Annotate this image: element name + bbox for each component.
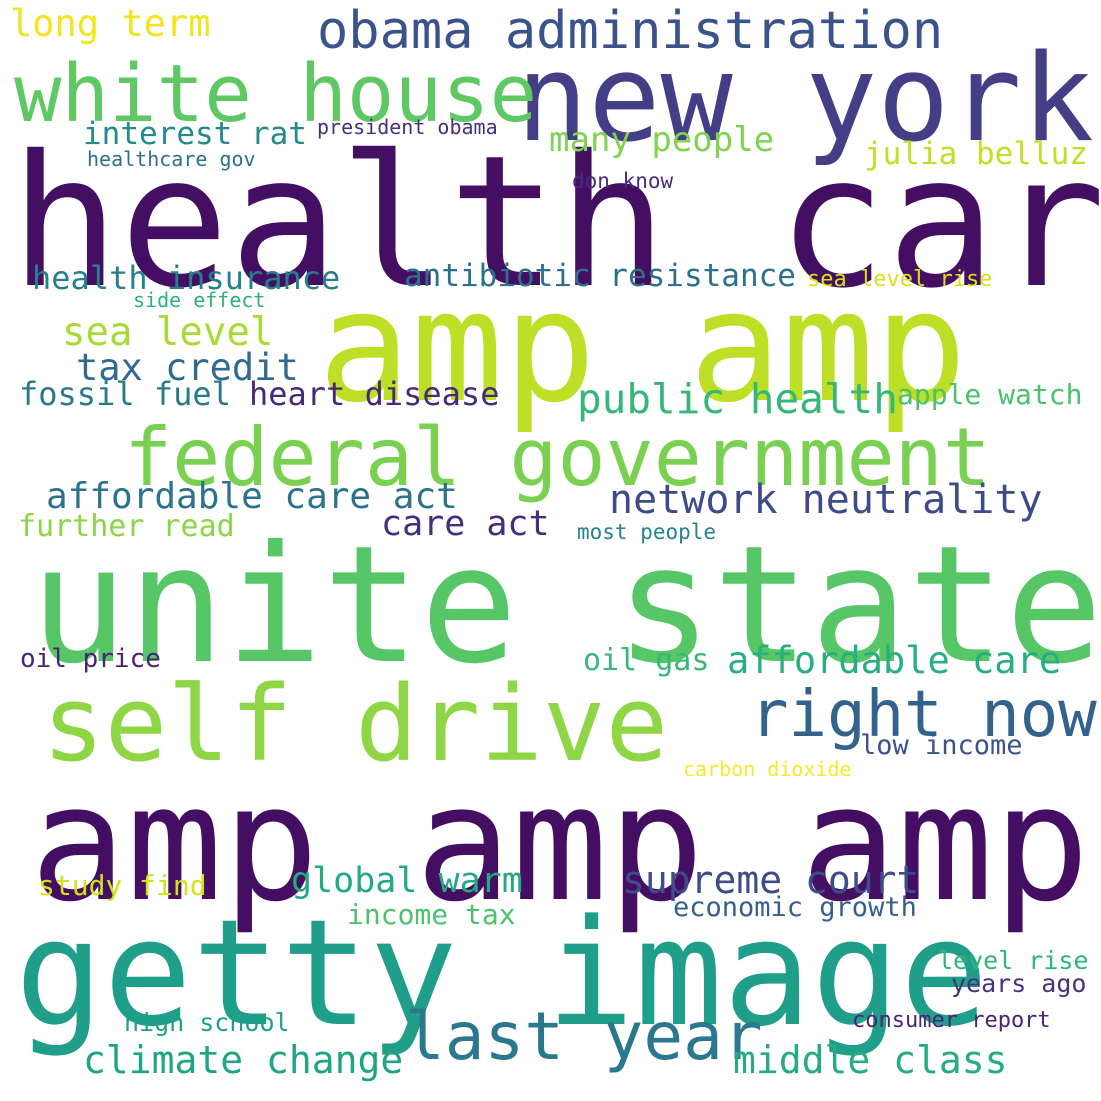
word-years-ago: years ago bbox=[951, 969, 1087, 998]
word-amp-amp: amp amp bbox=[318, 258, 968, 437]
word-consumer-report: consumer report bbox=[852, 1008, 1051, 1033]
word-sea-level: sea level bbox=[62, 310, 274, 355]
word-oil-price: oil price bbox=[20, 644, 161, 674]
word-supreme-court: supreme court bbox=[622, 858, 920, 902]
word-side-effect: side effect bbox=[133, 288, 266, 312]
word-self-drive: self drive bbox=[42, 663, 669, 785]
word-climate-change: climate change bbox=[83, 1038, 404, 1082]
word-further-read: further read bbox=[18, 509, 235, 544]
word-fossil-fuel: fossil fuel bbox=[19, 375, 231, 413]
word-affordable-care: affordable care bbox=[727, 639, 1062, 682]
word-federal-government: federal government bbox=[124, 411, 991, 504]
word-level-rise: level rise bbox=[938, 946, 1089, 975]
word-interest-rat: interest rat bbox=[83, 116, 307, 152]
word-healthcare-gov: healthcare gov bbox=[87, 147, 256, 171]
word-high-school: high school bbox=[124, 1008, 290, 1037]
word-low-income: low income bbox=[860, 730, 1023, 761]
word-new-york: new york bbox=[516, 30, 1094, 169]
word-julia-belluz: julia belluz bbox=[864, 136, 1088, 172]
word-affordable-care-act: affordable care act bbox=[46, 476, 458, 517]
word-public-health: public health bbox=[577, 375, 898, 423]
word-oil-gas: oil gas bbox=[583, 643, 710, 678]
word-right-now: right now bbox=[750, 678, 1097, 752]
word-care-act: care act bbox=[381, 504, 550, 544]
word-president-obama: president obama bbox=[317, 115, 498, 139]
word-tax-credit: tax credit bbox=[76, 346, 299, 389]
word-long-term: long term bbox=[10, 2, 211, 45]
word-income-tax: income tax bbox=[347, 898, 516, 931]
word-last-year: last year bbox=[405, 998, 763, 1075]
word-network-neutrality: network neutrality bbox=[609, 477, 1043, 523]
word-many-people: many people bbox=[549, 120, 775, 160]
word-getty-image: getty image bbox=[15, 888, 989, 1059]
word-amp-amp-amp: amp amp amp bbox=[30, 750, 1090, 937]
word-most-people: most people bbox=[577, 520, 717, 544]
word-antibiotic-resistance: antibiotic resistance bbox=[404, 258, 796, 294]
word-health-care: health care bbox=[10, 116, 1101, 328]
word-study-find: study find bbox=[38, 869, 207, 902]
word-white-house: white house bbox=[14, 48, 538, 140]
word-unite-state: unite state bbox=[30, 512, 1101, 700]
word-don-know: don know bbox=[572, 169, 674, 193]
word-obama-administration: obama administration bbox=[317, 1, 944, 61]
word-carbon-dioxide: carbon dioxide bbox=[683, 757, 852, 781]
word-middle-class: middle class bbox=[733, 1038, 1008, 1082]
word-sea-level-rise: sea level rise bbox=[807, 267, 993, 292]
word-economic-growth: economic growth bbox=[673, 892, 917, 923]
word-heart-disease: heart disease bbox=[249, 375, 500, 413]
word-global-warm: global warm bbox=[291, 861, 523, 901]
word-health-insurance: health insurance bbox=[32, 259, 341, 297]
word-apple-watch: apple watch bbox=[897, 378, 1083, 411]
